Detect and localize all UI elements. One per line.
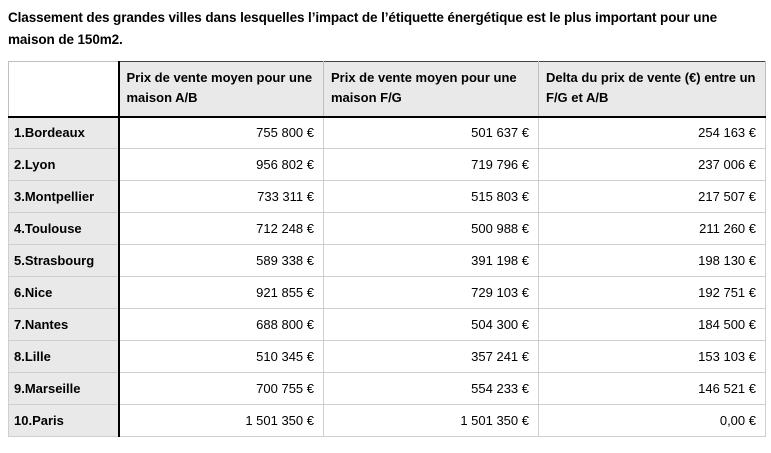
city-cell: 7.Nantes [8, 308, 120, 341]
city-cell: 9.Marseille [8, 372, 120, 405]
table-row: 3.Montpellier 733 311 € 515 803 € 217 50… [8, 180, 766, 213]
city-cell: 4.Toulouse [8, 212, 120, 245]
city-cell: 5.Strasbourg [8, 244, 120, 277]
table-row: 5.Strasbourg 589 338 € 391 198 € 198 130… [8, 244, 766, 277]
price-ab-cell: 755 800 € [118, 116, 324, 149]
city-cell: 1.Bordeaux [8, 116, 120, 149]
price-fg-cell: 1 501 350 € [323, 404, 539, 437]
city-cell: 3.Montpellier [8, 180, 120, 213]
price-ab-cell: 510 345 € [118, 340, 324, 373]
header-cell-price-ab: Prix de vente moyen pour une maison A/B [118, 61, 324, 118]
city-cell: 2.Lyon [8, 148, 120, 181]
price-fg-cell: 500 988 € [323, 212, 539, 245]
table-row: 1.Bordeaux 755 800 € 501 637 € 254 163 € [8, 116, 766, 149]
price-ab-cell: 1 501 350 € [118, 404, 324, 437]
city-cell: 10.Paris [8, 404, 120, 437]
price-ab-cell: 921 855 € [118, 276, 324, 309]
delta-cell: 0,00 € [538, 404, 766, 437]
delta-cell: 217 507 € [538, 180, 766, 213]
price-ab-cell: 956 802 € [118, 148, 324, 181]
table-row: 4.Toulouse 712 248 € 500 988 € 211 260 € [8, 212, 766, 245]
header-cell-price-fg: Prix de vente moyen pour une maison F/G [323, 61, 539, 118]
delta-cell: 211 260 € [538, 212, 766, 245]
price-fg-cell: 719 796 € [323, 148, 539, 181]
price-fg-cell: 501 637 € [323, 116, 539, 149]
table-row: 9.Marseille 700 755 € 554 233 € 146 521 … [8, 372, 766, 405]
table-row: 2.Lyon 956 802 € 719 796 € 237 006 € [8, 148, 766, 181]
price-ab-cell: 712 248 € [118, 212, 324, 245]
header-cell-delta: Delta du prix de vente (€) entre un F/G … [538, 61, 766, 118]
price-ab-cell: 700 755 € [118, 372, 324, 405]
city-cell: 6.Nice [8, 276, 120, 309]
delta-cell: 184 500 € [538, 308, 766, 341]
delta-cell: 146 521 € [538, 372, 766, 405]
table-row: 6.Nice 921 855 € 729 103 € 192 751 € [8, 276, 766, 309]
price-fg-cell: 729 103 € [323, 276, 539, 309]
page-title: Classement des grandes villes dans lesqu… [8, 10, 718, 47]
price-fg-cell: 515 803 € [323, 180, 539, 213]
delta-cell: 153 103 € [538, 340, 766, 373]
document-page: Classement des grandes villes dans lesqu… [8, 10, 766, 437]
price-fg-cell: 554 233 € [323, 372, 539, 405]
delta-cell: 198 130 € [538, 244, 766, 277]
delta-cell: 254 163 € [538, 116, 766, 149]
city-ranking-table: Prix de vente moyen pour une maison A/B … [8, 61, 766, 437]
price-fg-cell: 357 241 € [323, 340, 539, 373]
delta-cell: 192 751 € [538, 276, 766, 309]
price-fg-cell: 391 198 € [323, 244, 539, 277]
table-row: 7.Nantes 688 800 € 504 300 € 184 500 € [8, 308, 766, 341]
price-ab-cell: 688 800 € [118, 308, 324, 341]
table-row: 8.Lille 510 345 € 357 241 € 153 103 € [8, 340, 766, 373]
table-row: 10.Paris 1 501 350 € 1 501 350 € 0,00 € [8, 404, 766, 437]
price-ab-cell: 589 338 € [118, 244, 324, 277]
header-cell-city [8, 61, 120, 118]
price-ab-cell: 733 311 € [118, 180, 324, 213]
city-cell: 8.Lille [8, 340, 120, 373]
header-row: Prix de vente moyen pour une maison A/B … [8, 61, 766, 118]
price-fg-cell: 504 300 € [323, 308, 539, 341]
delta-cell: 237 006 € [538, 148, 766, 181]
